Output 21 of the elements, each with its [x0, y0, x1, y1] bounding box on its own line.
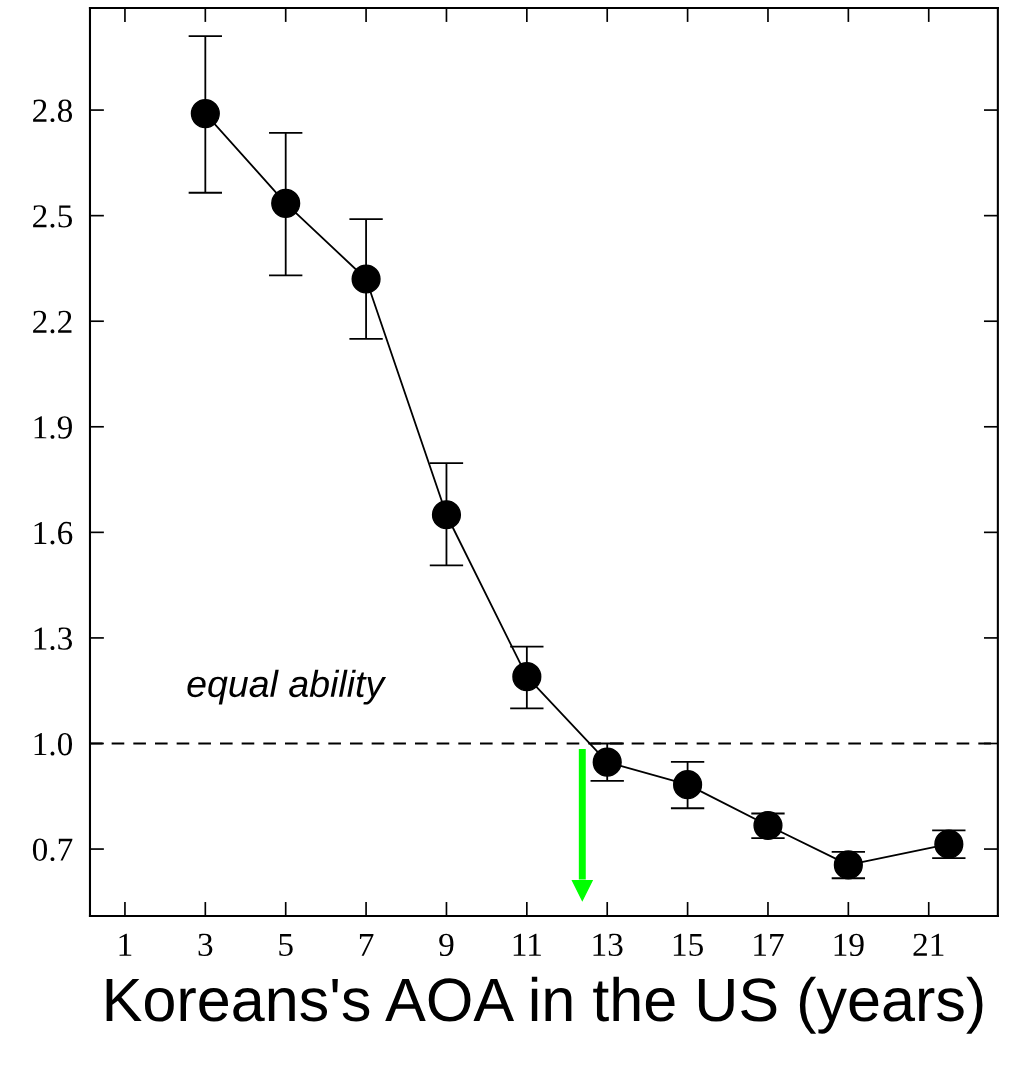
x-tick-label: 21	[913, 933, 944, 956]
x-tick-label: 11	[513, 933, 541, 956]
x-tick-label: 5	[279, 933, 293, 957]
y-tick-label: 1.0	[34, 732, 73, 756]
x-tick-label: 15	[673, 933, 703, 957]
x-axis-title: Koreans's AOA in the US (years)	[106, 976, 983, 1034]
x-tick-label: 1	[119, 933, 132, 956]
x-tick-label: 13	[593, 933, 623, 957]
x-tick-label: 19	[834, 933, 864, 957]
x-tick-label: 17	[754, 933, 784, 956]
y-tick-label: 2.5	[33, 205, 73, 228]
y-tick-label: 2.2	[33, 310, 72, 334]
y-tick-label: 1.3	[34, 627, 73, 650]
y-tick-label: 0.7	[32, 838, 73, 862]
y-tick-label: 1.9	[34, 416, 72, 439]
y-tick-label: 1.6	[34, 521, 73, 545]
y-tick-label: 2.8	[33, 99, 73, 123]
annotation: equal ability	[187, 669, 387, 705]
x-tick-label: 9	[439, 933, 454, 957]
x-tick-label: 3	[198, 933, 213, 957]
x-tick-label: 7	[359, 933, 374, 956]
